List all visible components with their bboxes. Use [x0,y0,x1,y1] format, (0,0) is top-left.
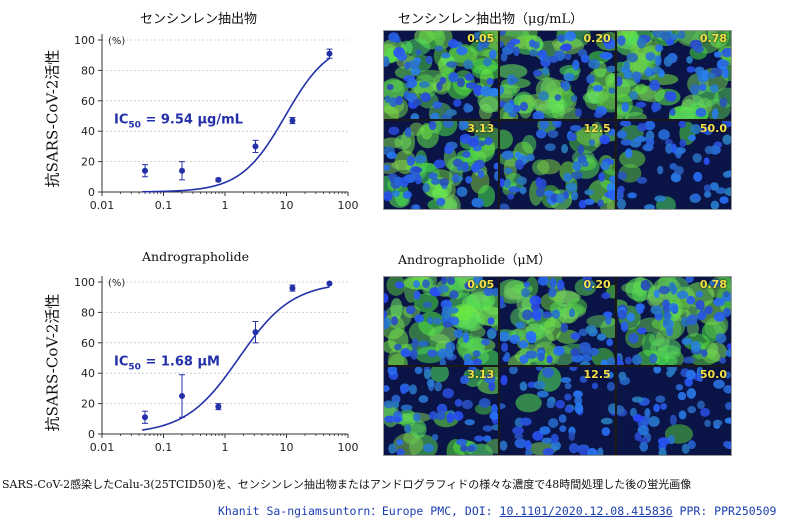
ic50-value: = 1.68 µM [141,355,220,370]
fluorescence-image-cell: 50.0 [616,367,731,455]
fluorescence-image [500,277,615,365]
fluorescence-image-cell: 0.05 [384,277,499,365]
data-point [252,143,259,150]
y-tick-label: 40 [81,367,95,380]
ic50-prefix: IC [114,355,128,370]
concentration-label: 0.78 [699,32,727,45]
fluorescence-image-cell: 0.05 [384,31,499,119]
y-tick-label: 0 [88,428,95,441]
data-point [215,176,222,183]
x-tick-label: 0.01 [90,441,115,454]
data-point [215,403,222,410]
fluorescence-grid-bottom: 0.05 0.20 0.78 3.13 12.5 50.0 [383,276,732,456]
concentration-label: 3.13 [467,122,495,135]
y-unit-label: (%) [108,278,125,289]
fluorescence-image [500,367,615,455]
ic50-value: = 9.54 µg/mL [141,113,243,128]
y-tick-label: 20 [81,398,95,411]
y-tick-label: 0 [88,186,95,199]
y-tick-label: 60 [81,337,95,350]
ic50-subscript: 50 [128,121,141,131]
credit-prefix: Khanit Sa-ngiamsuntorn：Europe PMC, DOI: [218,504,500,518]
y-axis-label-bottom: 抗SARS-CoV-2活性 [43,293,62,432]
fluorescence-image [616,367,731,455]
source-credit: Khanit Sa-ngiamsuntorn：Europe PMC, DOI: … [218,503,776,519]
y-tick-label: 20 [81,156,95,169]
ic50-subscript: 50 [128,363,141,373]
fluorescence-image-cell: 0.78 [616,277,731,365]
data-point [141,167,148,174]
x-tick-label: 0.1 [155,199,173,212]
concentration-label: 0.05 [467,278,495,291]
fluorescence-image [616,121,731,209]
credit-suffix: PPR: PPR250509 [672,504,777,518]
x-tick-label: 0.1 [155,441,173,454]
chart-title-bottom: Andrographolide [142,249,249,264]
chart-bottom: 0 20 40 60 80 100 0.01 0.1 1 10 100 (%) IC50 = 1.68 … [74,276,359,454]
chart-title-top: センシンレン抽出物 [140,12,258,27]
fluorescence-image [500,31,615,119]
fluorescence-image-cell: 0.20 [500,31,615,119]
y-tick-label: 80 [81,306,95,319]
data-point [289,285,296,292]
fluorescence-image [616,31,731,119]
concentration-label: 12.5 [583,122,611,135]
data-point [179,167,186,174]
y-tick-label: 60 [81,95,95,108]
ic50-annotation: IC50 = 9.54 µg/mL [114,113,243,131]
y-tick-label: 100 [74,276,95,289]
concentration-label: 50.0 [699,122,727,135]
data-point [179,393,186,399]
x-tick-label: 1 [222,441,229,454]
fluorescence-image [384,277,499,365]
fluorescence-image-cell: 12.5 [500,367,615,455]
y-axis-label-top: 抗SARS-CoV-2活性 [43,49,62,188]
fluorescence-image-cell: 3.13 [384,367,499,455]
ic50-prefix: IC [114,113,128,128]
concentration-label: 12.5 [583,368,611,381]
y-unit-label: (%) [108,36,125,47]
x-tick-label: 1 [222,199,229,212]
fluorescence-image-cell: 12.5 [500,121,615,209]
fluorescence-image-cell: 3.13 [384,121,499,209]
fluorescence-image [616,277,731,365]
data-point [252,329,259,336]
fluorescence-image [384,31,499,119]
fluorescence-image [384,367,499,455]
concentration-label: 0.20 [583,32,611,45]
concentration-label: 0.05 [467,32,495,45]
fit-curve [142,286,330,431]
x-tick-label: 100 [338,441,359,454]
concentration-label: 0.78 [699,278,727,291]
image-title-top: センシンレン抽出物（μg/mL） [398,12,584,27]
data-point [141,414,148,421]
x-tick-label: 0.01 [90,199,115,212]
fluorescence-image [500,121,615,209]
y-tick-label: 80 [81,64,95,77]
fluorescence-grid-top: 0.05 0.20 0.78 3.13 12.5 50.0 [383,30,732,210]
x-tick-label: 10 [280,199,294,212]
figure-caption: SARS-CoV-2感染したCalu-3(25TCID50)を、センシンレン抽出… [2,478,692,491]
image-title-bottom: Andrographolide（μM） [398,252,551,267]
x-tick-label: 10 [280,441,294,454]
concentration-label: 50.0 [699,368,727,381]
y-tick-label: 40 [81,125,95,138]
doi-link[interactable]: 10.1101/2020.12.08.415836 [499,504,673,518]
fit-curve [142,57,330,193]
concentration-label: 3.13 [467,368,495,381]
fluorescence-image-cell: 0.20 [500,277,615,365]
y-tick-label: 100 [74,34,95,47]
data-point [326,280,333,287]
fluorescence-image-cell: 50.0 [616,121,731,209]
fluorescence-image-cell: 0.78 [616,31,731,119]
x-tick-label: 100 [338,199,359,212]
data-point [326,50,333,57]
fluorescence-image [384,121,499,209]
data-point [289,117,296,124]
concentration-label: 0.20 [583,278,611,291]
chart-top: 0 20 40 60 80 100 0.01 0.1 1 10 100 (%) IC50 = 9.54 … [74,34,359,212]
ic50-annotation: IC50 = 1.68 µM [114,355,220,373]
